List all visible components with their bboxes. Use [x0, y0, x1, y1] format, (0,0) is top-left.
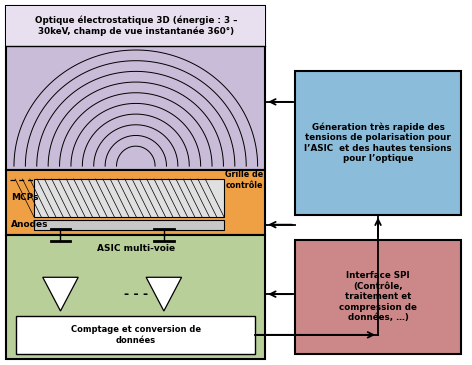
- Text: Grille de
contrôle: Grille de contrôle: [225, 170, 263, 190]
- Text: Interface SPI
(Contrôle,
traitement et
compression de
données, …): Interface SPI (Contrôle, traitement et c…: [339, 271, 417, 322]
- Text: Optique électrostatique 3D (énergie : 3 –
30keV, champ de vue instantanée 360°): Optique électrostatique 3D (énergie : 3 …: [34, 16, 237, 36]
- Bar: [34, 179, 224, 217]
- Bar: [34, 220, 224, 230]
- Text: MCPs: MCPs: [11, 193, 39, 202]
- Bar: [6, 170, 265, 235]
- Bar: [16, 316, 255, 354]
- Text: Comptage et conversion de
données: Comptage et conversion de données: [71, 325, 201, 345]
- Text: ASIC multi-voie: ASIC multi-voie: [97, 244, 175, 253]
- Polygon shape: [146, 277, 182, 311]
- Text: - - -: - - -: [124, 288, 148, 301]
- Polygon shape: [43, 277, 78, 311]
- Text: Anodes: Anodes: [11, 220, 49, 229]
- Bar: [6, 6, 265, 46]
- Bar: [6, 235, 265, 359]
- Bar: [295, 239, 461, 354]
- Bar: [295, 71, 461, 215]
- Bar: [6, 6, 265, 170]
- Text: Géneration très rapide des
tensions de polarisation pour
l’ASIC  et des hautes t: Géneration très rapide des tensions de p…: [304, 122, 452, 163]
